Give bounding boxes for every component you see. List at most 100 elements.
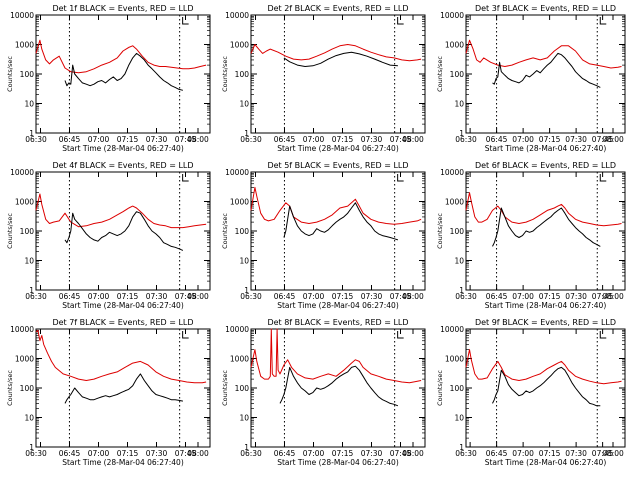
x-tick-label: 06:30 [455, 135, 477, 144]
lld-rate-line [35, 39, 207, 74]
plot-frame [465, 171, 626, 291]
x-axis-label: Start Time (28-Mar-04 06:27:40) [277, 144, 399, 153]
y-tick-label: 10 [24, 414, 34, 423]
y-tick-label: 1 [244, 286, 249, 295]
y-tick-label: 1000 [445, 198, 464, 207]
panel-6: Det 6f BLACK = Events, RED = LLD 1 10 100 10… [436, 161, 626, 310]
x-tick-label: 07:15 [539, 292, 561, 301]
x-tick-label: 07:15 [117, 135, 139, 144]
y-tick-label: 10 [454, 257, 464, 266]
x-axis-label: Start Time (28-Mar-04 06:27:40) [277, 301, 399, 310]
plot-frame [465, 14, 626, 134]
y-tick-label: 10000 [10, 11, 34, 20]
x-tick-label: 08:00 [402, 135, 424, 144]
x-tick-label: 07:30 [565, 135, 587, 144]
x-tick-label: 07:30 [146, 449, 168, 458]
y-tick-label: 100 [20, 70, 35, 79]
x-axis-label: Start Time (28-Mar-04 06:27:40) [485, 458, 607, 467]
panel-7: Det 7f BLACK = Events, RED = LLD 1 10 100 10… [6, 318, 211, 467]
y-tick-label: 10 [239, 414, 249, 423]
y-tick-label: 1000 [230, 41, 249, 50]
interval-bracket-icon [397, 331, 404, 339]
y-tick-label: 10 [239, 100, 249, 109]
x-tick-label: 07:30 [146, 292, 168, 301]
events-rate-line [492, 52, 601, 88]
interval-bracket-icon [397, 174, 404, 182]
plot-frame [35, 328, 211, 448]
x-tick-label: 06:45 [486, 135, 508, 144]
y-tick-label: 100 [235, 384, 250, 393]
x-axis-label: Start Time (28-Mar-04 06:27:40) [485, 301, 607, 310]
lld-rate-line [250, 328, 422, 384]
lld-rate-line [250, 186, 422, 225]
y-tick-label: 1000 [15, 355, 34, 364]
x-tick-label: 06:45 [486, 449, 508, 458]
lld-rate-line [35, 329, 207, 384]
plot-frame [35, 14, 211, 134]
events-rate-line [64, 211, 184, 251]
x-tick-label: 07:45 [175, 292, 197, 301]
x-axis-label: Start Time (28-Mar-04 06:27:40) [277, 458, 399, 467]
x-tick-label: 08:00 [187, 292, 209, 301]
y-tick-label: 1 [29, 286, 34, 295]
panel-title: Det 9f BLACK = Events, RED = LLD [475, 318, 616, 327]
lld-rate-line [250, 44, 422, 62]
y-tick-label: 100 [450, 70, 465, 79]
x-tick-label: 07:45 [592, 135, 614, 144]
plot-frame [250, 14, 426, 134]
x-tick-label: 06:45 [59, 292, 81, 301]
y-axis-label: Counts/sec [6, 213, 14, 249]
y-tick-label: 10 [24, 100, 34, 109]
interval-bracket-icon [599, 331, 607, 339]
y-axis-label: Counts/sec [6, 56, 14, 92]
x-tick-label: 08:00 [187, 135, 209, 144]
y-tick-label: 1000 [230, 198, 249, 207]
x-tick-label: 07:45 [175, 135, 197, 144]
x-tick-label: 07:30 [146, 135, 168, 144]
y-tick-label: 10000 [225, 325, 249, 334]
panel-title: Det 5f BLACK = Events, RED = LLD [267, 161, 408, 170]
interval-bracket-icon [182, 17, 189, 25]
y-tick-label: 1000 [445, 41, 464, 50]
x-tick-label: 07:00 [303, 449, 325, 458]
y-tick-label: 1 [459, 129, 464, 138]
x-axis-label: Start Time (28-Mar-04 06:27:40) [485, 144, 607, 153]
plot-frame [250, 171, 426, 291]
y-tick-label: 100 [235, 227, 250, 236]
y-tick-label: 10000 [440, 11, 464, 20]
x-axis-label: Start Time (28-Mar-04 06:27:40) [62, 144, 184, 153]
y-tick-label: 10000 [440, 168, 464, 177]
x-tick-label: 06:45 [486, 292, 508, 301]
y-axis-label: Counts/sec [436, 213, 444, 249]
plot-frame [35, 171, 211, 291]
events-rate-line [283, 202, 399, 241]
y-tick-label: 10 [24, 257, 34, 266]
panel-title: Det 3f BLACK = Events, RED = LLD [475, 4, 616, 13]
lld-rate-line [465, 39, 622, 69]
x-tick-label: 07:15 [332, 135, 354, 144]
panel-title: Det 4f BLACK = Events, RED = LLD [52, 161, 193, 170]
events-rate-line [64, 52, 184, 91]
x-tick-label: 06:30 [240, 292, 262, 301]
panel-2: Det 2f BLACK = Events, RED = LLD 1 10 100 10… [221, 4, 426, 153]
x-tick-label: 07:45 [390, 449, 412, 458]
x-tick-label: 07:15 [332, 292, 354, 301]
x-tick-label: 06:30 [25, 135, 47, 144]
x-tick-label: 07:15 [539, 135, 561, 144]
x-tick-label: 07:30 [565, 449, 587, 458]
x-tick-label: 07:15 [332, 449, 354, 458]
y-tick-label: 1000 [15, 198, 34, 207]
y-tick-label: 1 [29, 129, 34, 138]
y-tick-label: 100 [450, 384, 465, 393]
x-axis-label: Start Time (28-Mar-04 06:27:40) [62, 301, 184, 310]
x-tick-label: 07:15 [117, 292, 139, 301]
x-tick-label: 08:00 [187, 449, 209, 458]
x-tick-label: 06:30 [455, 449, 477, 458]
panel-title: Det 8f BLACK = Events, RED = LLD [267, 318, 408, 327]
panel-8: Det 8f BLACK = Events, RED = LLD 1 10 100 10… [221, 318, 426, 467]
x-tick-label: 08:00 [402, 292, 424, 301]
x-tick-label: 06:45 [59, 135, 81, 144]
y-tick-label: 1000 [15, 41, 34, 50]
x-tick-label: 07:30 [361, 449, 383, 458]
x-tick-label: 07:00 [512, 449, 534, 458]
